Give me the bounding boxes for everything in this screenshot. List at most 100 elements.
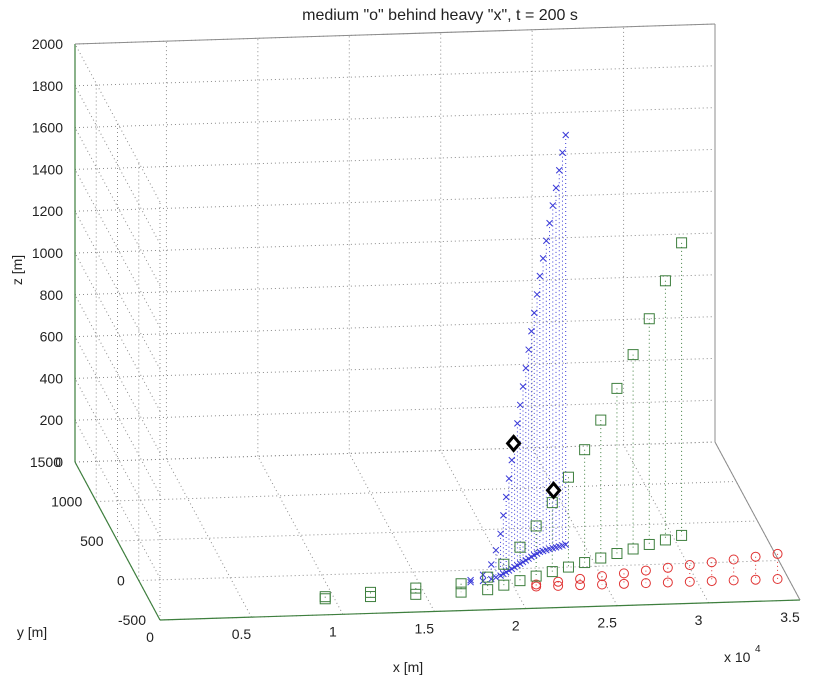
x-marker	[555, 166, 563, 174]
z-tick-label: 2000	[32, 36, 63, 52]
square-marker	[659, 534, 671, 546]
x-marker	[559, 149, 566, 157]
tick-labels: 0 200 400 600 800 1000 1200 1400 1600 1800 2000 0 0.…	[30, 36, 800, 645]
square-marker	[643, 538, 655, 550]
z-tick-label: 1000	[32, 245, 63, 261]
x-marker-stroke	[546, 219, 553, 227]
square-marker	[595, 552, 607, 564]
grid-line	[74, 210, 161, 370]
x-marker	[552, 184, 560, 192]
x-marker-stroke	[467, 576, 474, 584]
x-marker-stroke	[562, 131, 570, 139]
o-marker	[750, 551, 761, 562]
z-tick-label: 200	[40, 412, 64, 428]
grid-line	[348, 453, 435, 612]
x-marker	[562, 131, 570, 139]
square-marker	[595, 414, 607, 426]
z-tick-label: 800	[40, 287, 64, 303]
x-marker	[492, 574, 500, 581]
x-marker-stroke	[559, 149, 566, 157]
square-marker	[319, 593, 331, 605]
x-marker	[505, 475, 513, 482]
box-edge	[74, 23, 716, 45]
square-marker	[562, 471, 574, 483]
x-marker	[514, 419, 521, 427]
x-marker-stroke	[505, 475, 513, 482]
x-marker	[528, 327, 535, 335]
grid-line	[74, 65, 716, 87]
x-marker-stroke	[467, 578, 474, 586]
x-axis-label: x [m]	[393, 659, 423, 675]
square-marker	[562, 561, 574, 573]
highlight-marker	[545, 481, 562, 500]
x-marker-stroke	[492, 574, 500, 581]
square-marker	[530, 520, 542, 532]
z-tick-label: 1400	[32, 161, 63, 177]
square-marker	[676, 529, 688, 541]
o-marker	[706, 557, 717, 568]
grid-line	[74, 190, 716, 212]
grid-line	[531, 447, 618, 606]
z-tick-label: 0	[55, 454, 63, 470]
o-marker	[728, 554, 739, 565]
o-marker	[684, 560, 695, 571]
y-axis-label: y [m]	[17, 624, 47, 640]
grid-line	[74, 274, 716, 296]
x-axis-line	[159, 599, 801, 621]
o-marker	[728, 575, 739, 586]
x-marker	[487, 575, 495, 583]
square-marker	[410, 588, 422, 600]
z-tick-label: 400	[40, 370, 64, 386]
y-tick-label: 1000	[51, 494, 82, 510]
x-marker	[549, 202, 557, 209]
x-tick-label: 2	[512, 618, 520, 634]
x-marker-stroke	[533, 291, 541, 298]
o-marker	[618, 568, 629, 579]
svg-text:4: 4	[755, 644, 761, 655]
square-marker	[455, 586, 467, 598]
o-marker	[772, 548, 783, 559]
x-marker	[546, 219, 553, 227]
grid-line	[74, 441, 716, 463]
grid-line	[74, 419, 161, 579]
axis-lines	[74, 23, 801, 621]
grid-line	[74, 357, 716, 379]
o-marker	[575, 573, 586, 584]
x-marker	[508, 456, 516, 464]
z-axis-label: z [m]	[9, 255, 25, 285]
o-marker	[553, 580, 564, 591]
x-marker-stroke	[487, 561, 495, 568]
y-tick-label: 500	[80, 533, 104, 549]
o-marker	[618, 578, 629, 589]
x-tick-label: 1	[329, 623, 337, 639]
o-marker	[640, 578, 651, 589]
x-marker-stroke	[525, 346, 532, 354]
square-marker	[455, 578, 467, 590]
x-marker	[500, 512, 507, 519]
y-axis-line	[74, 461, 161, 621]
grid-line	[74, 294, 161, 454]
z-tick-label: 1800	[32, 78, 63, 94]
x-marker-stroke	[562, 541, 570, 549]
x-marker	[519, 383, 527, 390]
grid-line	[74, 232, 716, 254]
x-marker-stroke	[539, 255, 547, 262]
svg-text:x 10: x 10	[724, 649, 751, 665]
square-marker	[514, 575, 526, 587]
o-marker	[772, 574, 783, 585]
x-marker	[487, 561, 495, 568]
square-marker	[611, 382, 623, 394]
o-marker	[662, 562, 673, 573]
square-marker	[579, 557, 591, 569]
grid-line	[165, 458, 252, 618]
square-marker	[643, 313, 655, 325]
square-marker	[579, 444, 591, 456]
x-tick-label: 0	[146, 629, 154, 645]
x-tick-label: 1.5	[415, 620, 435, 636]
x-marker	[533, 291, 541, 298]
o-marker	[706, 576, 717, 587]
square-marker	[659, 275, 671, 287]
x-marker-stroke	[522, 364, 530, 372]
o-marker	[575, 580, 586, 591]
